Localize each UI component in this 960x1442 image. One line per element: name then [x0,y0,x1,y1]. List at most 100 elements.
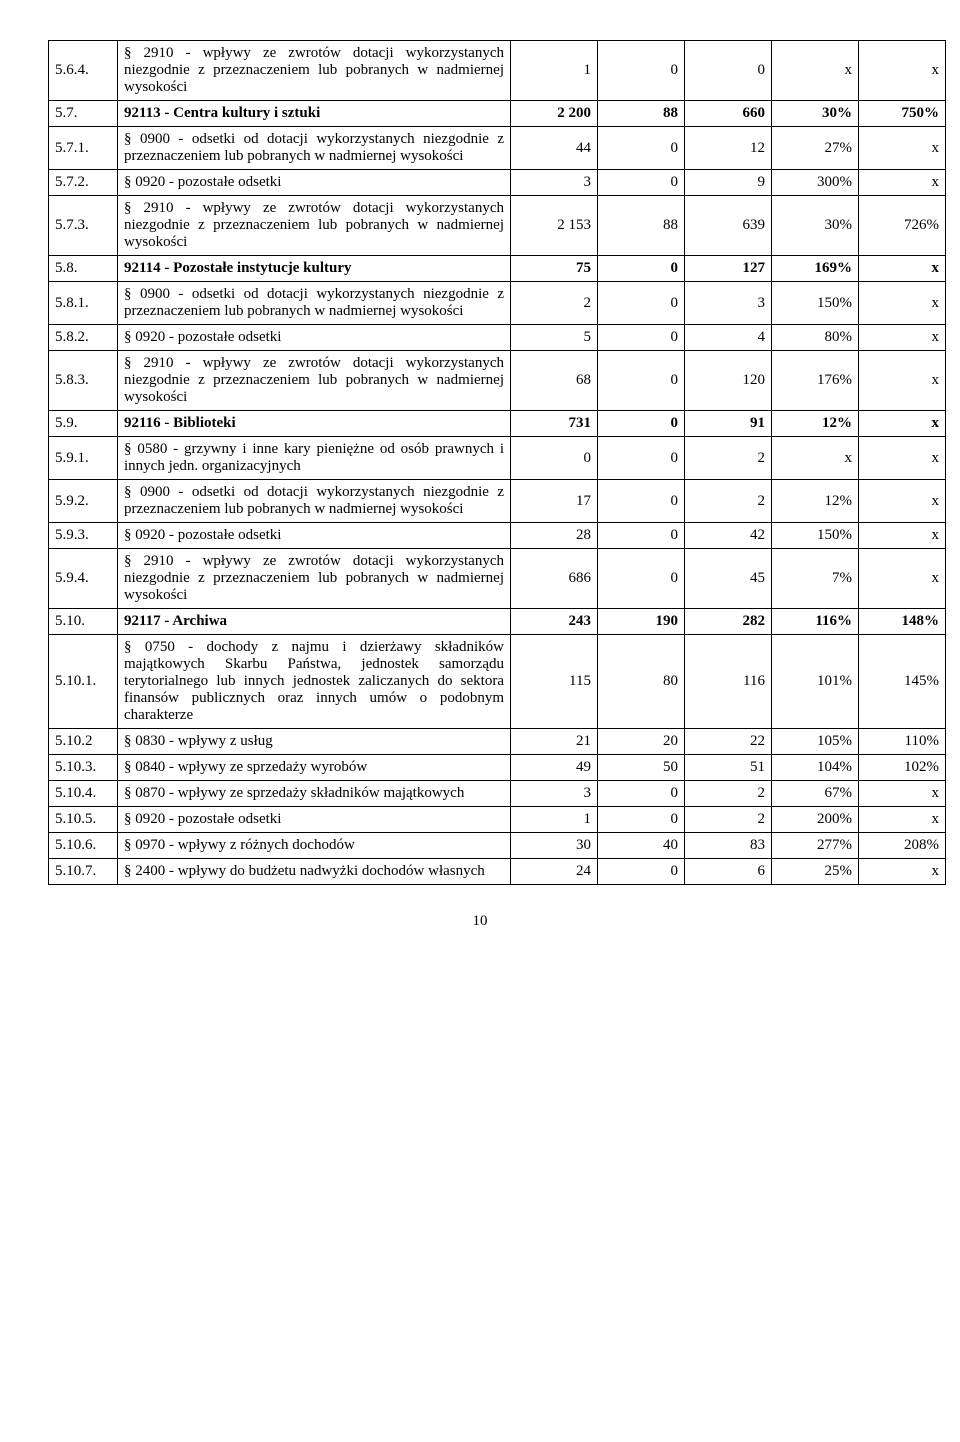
row-description: 92117 - Archiwa [118,609,511,635]
row-description: 92114 - Pozostałe instytucje kultury [118,256,511,282]
row-col-1: 243 [511,609,598,635]
row-col-2: 0 [598,325,685,351]
row-description: § 0900 - odsetki od dotacji wykorzystany… [118,282,511,325]
row-col-3: 22 [685,729,772,755]
table-row: 5.9.92116 - Biblioteki73109112%x [49,411,946,437]
row-id: 5.6.4. [49,41,118,101]
row-col-1: 30 [511,833,598,859]
row-col-4: 200% [772,807,859,833]
row-col-4: 12% [772,411,859,437]
row-col-4: 25% [772,859,859,885]
row-id: 5.10. [49,609,118,635]
row-description: § 0870 - wpływy ze sprzedaży składników … [118,781,511,807]
row-id: 5.9.3. [49,523,118,549]
row-col-2: 0 [598,523,685,549]
table-row: 5.10.2§ 0830 - wpływy z usług212022105%1… [49,729,946,755]
row-col-5: 145% [859,635,946,729]
row-col-4: 176% [772,351,859,411]
row-col-2: 0 [598,170,685,196]
row-col-5: x [859,480,946,523]
table-row: 5.9.4.§ 2910 - wpływy ze zwrotów dotacji… [49,549,946,609]
row-col-5: 208% [859,833,946,859]
row-col-2: 20 [598,729,685,755]
row-col-4: x [772,437,859,480]
row-description: § 0580 - grzywny i inne kary pieniężne o… [118,437,511,480]
row-col-2: 0 [598,411,685,437]
table-row: 5.9.1.§ 0580 - grzywny i inne kary pieni… [49,437,946,480]
row-col-2: 40 [598,833,685,859]
row-col-2: 0 [598,859,685,885]
row-col-5: x [859,351,946,411]
row-col-3: 116 [685,635,772,729]
row-col-1: 1 [511,41,598,101]
row-id: 5.7.1. [49,127,118,170]
row-col-2: 0 [598,781,685,807]
row-col-5: 102% [859,755,946,781]
row-col-4: 67% [772,781,859,807]
row-description: § 2910 - wpływy ze zwrotów dotacji wykor… [118,351,511,411]
row-col-5: x [859,523,946,549]
row-col-1: 75 [511,256,598,282]
row-col-5: x [859,411,946,437]
row-col-1: 24 [511,859,598,885]
row-id: 5.8.1. [49,282,118,325]
table-row: 5.10.3.§ 0840 - wpływy ze sprzedaży wyro… [49,755,946,781]
row-col-5: 750% [859,101,946,127]
row-col-1: 3 [511,170,598,196]
row-id: 5.10.5. [49,807,118,833]
row-col-1: 44 [511,127,598,170]
table-row: 5.9.2.§ 0900 - odsetki od dotacji wykorz… [49,480,946,523]
row-id: 5.9.2. [49,480,118,523]
row-col-5: 110% [859,729,946,755]
row-id: 5.7.3. [49,196,118,256]
table-row: 5.10.5.§ 0920 - pozostałe odsetki102200%… [49,807,946,833]
row-col-5: 148% [859,609,946,635]
row-col-2: 0 [598,127,685,170]
row-id: 5.10.2 [49,729,118,755]
row-col-1: 686 [511,549,598,609]
row-id: 5.7.2. [49,170,118,196]
row-col-3: 4 [685,325,772,351]
row-col-1: 115 [511,635,598,729]
table-row: 5.7.92113 - Centra kultury i sztuki2 200… [49,101,946,127]
row-col-2: 88 [598,196,685,256]
row-col-3: 12 [685,127,772,170]
table-row: 5.10.6.§ 0970 - wpływy z różnych dochodó… [49,833,946,859]
row-col-4: 12% [772,480,859,523]
row-col-5: x [859,807,946,833]
row-col-5: x [859,859,946,885]
row-id: 5.9.1. [49,437,118,480]
row-col-1: 5 [511,325,598,351]
row-id: 5.10.6. [49,833,118,859]
row-description: § 0920 - pozostałe odsetki [118,523,511,549]
table-row: 5.7.2.§ 0920 - pozostałe odsetki309300%x [49,170,946,196]
row-col-3: 51 [685,755,772,781]
row-id: 5.10.7. [49,859,118,885]
row-id: 5.8.2. [49,325,118,351]
row-col-4: 150% [772,523,859,549]
row-col-1: 0 [511,437,598,480]
row-col-2: 88 [598,101,685,127]
row-description: 92116 - Biblioteki [118,411,511,437]
row-id: 5.8.3. [49,351,118,411]
row-col-5: x [859,549,946,609]
row-description: 92113 - Centra kultury i sztuki [118,101,511,127]
row-description: § 0920 - pozostałe odsetki [118,807,511,833]
row-col-4: 300% [772,170,859,196]
row-col-1: 68 [511,351,598,411]
row-description: § 0900 - odsetki od dotacji wykorzystany… [118,127,511,170]
row-col-2: 0 [598,282,685,325]
row-col-4: 169% [772,256,859,282]
row-col-3: 2 [685,781,772,807]
row-col-3: 0 [685,41,772,101]
table-row: 5.8.92114 - Pozostałe instytucje kultury… [49,256,946,282]
row-col-1: 21 [511,729,598,755]
row-description: § 0900 - odsetki od dotacji wykorzystany… [118,480,511,523]
row-description: § 0840 - wpływy ze sprzedaży wyrobów [118,755,511,781]
row-col-2: 80 [598,635,685,729]
row-col-3: 83 [685,833,772,859]
row-col-4: 30% [772,101,859,127]
row-col-1: 731 [511,411,598,437]
row-col-3: 9 [685,170,772,196]
row-col-4: 105% [772,729,859,755]
